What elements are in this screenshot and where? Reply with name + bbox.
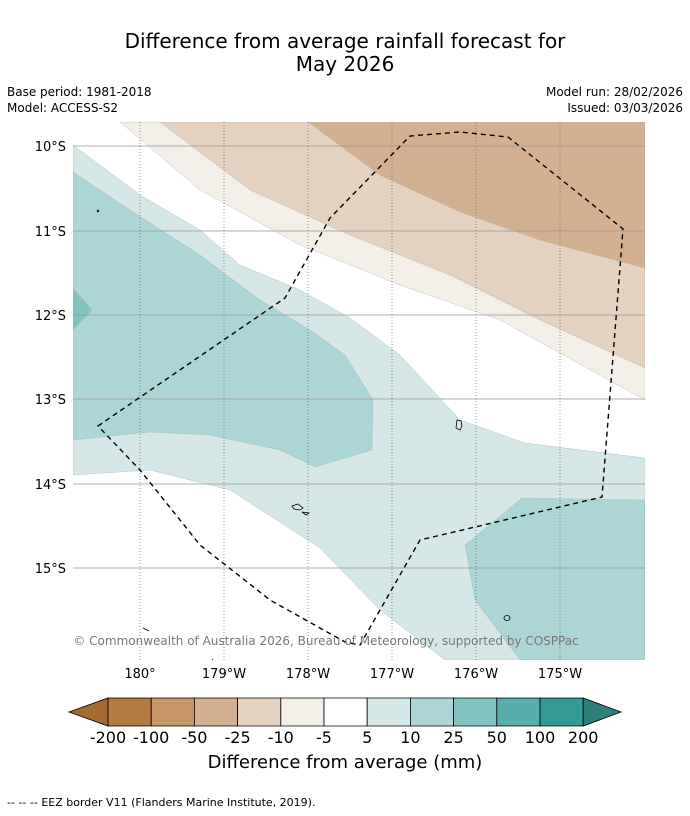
colorbar-extend-low [67, 697, 109, 727]
colorbar-tick-label: 10 [400, 728, 420, 747]
lon-label: 178°W [286, 667, 330, 682]
colorbar-swatch [237, 697, 282, 727]
island-south [503, 615, 511, 621]
lon-label: 180° [124, 667, 155, 682]
colorbar-swatch [453, 697, 498, 727]
colorbar-tick-label: 5 [362, 728, 372, 747]
colorbar-swatch [539, 697, 584, 727]
lat-label: 13°S [35, 393, 66, 408]
latitude-labels: 10°S 11°S 12°S 13°S 14°S 15°S [35, 140, 66, 577]
colorbar-tick-label: -200 [90, 728, 126, 747]
colorbar-tick-label: 50 [487, 728, 507, 747]
issued-date: Issued: 03/03/2026 [567, 101, 683, 115]
colorbar-tick-label: 100 [525, 728, 556, 747]
base-period: Base period: 1981-2018 [7, 85, 152, 99]
colorbar-tick-label: 25 [443, 728, 463, 747]
title-line-2: May 2026 [295, 52, 395, 76]
colorbar-swatch [323, 697, 368, 727]
island-sw [142, 627, 150, 632]
eez-legend-symbol: -- -- -- [7, 796, 38, 809]
contour-layers [73, 122, 645, 660]
colorbar: -200 -100 -50 -25 -10 -5 5 10 25 50 100 200 [67, 697, 623, 747]
colorbar-label: Difference from average (mm) [207, 752, 483, 773]
colorbar-tick-label: -25 [225, 728, 251, 747]
lat-label: 12°S [35, 309, 66, 324]
meta-right: Model run: 28/02/2026 Issued: 03/03/2026 [546, 84, 683, 116]
colorbar-extend-high [582, 697, 623, 727]
island-east [455, 419, 463, 431]
lat-label: 10°S [35, 140, 66, 155]
lon-label: 176°W [454, 667, 498, 682]
lat-label: 11°S [35, 225, 66, 240]
longitude-labels: 180° 179°W 178°W 177°W 176°W 175°W [124, 667, 582, 682]
colorbar-swatch [366, 697, 411, 727]
chart-title: Difference from average rainfall forecas… [0, 30, 690, 76]
meta-left: Base period: 1981-2018 Model: ACCESS-S2 [7, 84, 152, 116]
contour-10-to-25 [73, 171, 374, 468]
colorbar-swatch [280, 697, 325, 727]
islands [96, 209, 511, 661]
colorbar-tick-label: -100 [133, 728, 169, 747]
eez-legend-text: EEZ border V11 (Flanders Marine Institut… [41, 796, 316, 809]
island-central [291, 503, 311, 516]
colorbar-tick-label: 200 [568, 728, 599, 747]
lat-label: 14°S [35, 478, 66, 493]
colorbar-swatch [496, 697, 541, 727]
island-nw [96, 209, 100, 213]
colorbar-tick-label: -5 [316, 728, 332, 747]
lon-label: 177°W [370, 667, 414, 682]
model-run: Model run: 28/02/2026 [545, 85, 683, 99]
legend-footer: -- -- -- EEZ border V11 (Flanders Marine… [7, 796, 315, 809]
colorbar-tick-label: -50 [181, 728, 207, 747]
model-name: Model: ACCESS-S2 [7, 101, 119, 115]
colorbar-swatch [409, 697, 455, 727]
rainfall-map: 10°S11°S12°S13°S14°S15°S 180° 179°W 178°W 1… [35, 122, 645, 747]
contour-25-to-50 [73, 287, 93, 331]
title-line-1: Difference from average rainfall forecas… [124, 29, 566, 53]
colorbar-swatch [150, 697, 195, 727]
colorbar-tick-label: -10 [268, 728, 294, 747]
copyright-text: © Commonwealth of Australia 2026, Bureau… [73, 634, 578, 648]
lat-label: 15°S [35, 562, 66, 577]
lon-label: 179°W [202, 667, 246, 682]
colorbar-swatch [193, 697, 239, 727]
colorbar-swatch [107, 697, 152, 727]
gridlines [73, 145, 645, 569]
island-s2 [211, 658, 214, 661]
lon-label: 175°W [538, 667, 582, 682]
eez-border [96, 131, 624, 646]
